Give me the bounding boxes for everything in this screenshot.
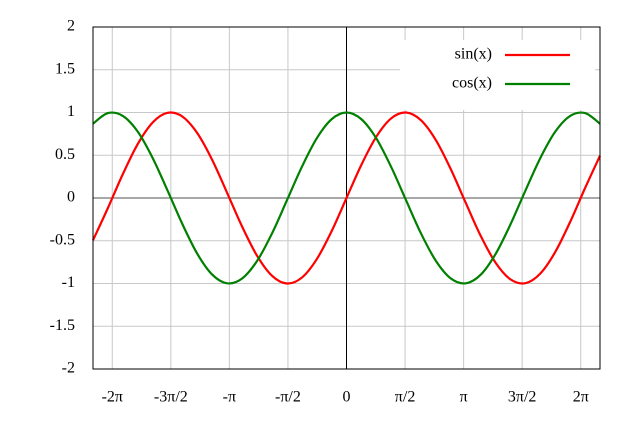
x-tick-label: 0 <box>343 389 351 406</box>
y-tick-label: 1.5 <box>55 60 75 77</box>
y-tick-label: 1 <box>67 103 75 120</box>
x-tick-label: -2π <box>102 389 123 406</box>
y-tick-label: -1 <box>62 274 75 291</box>
y-tick-label: -0.5 <box>50 231 75 248</box>
line-series <box>92 111 601 285</box>
y-tick-label: -2 <box>62 360 75 377</box>
x-tick-label: π <box>460 389 468 406</box>
x-tick-label: -π <box>223 389 236 406</box>
x-tick-label: π/2 <box>395 389 416 406</box>
legend-label: cos(x) <box>452 75 492 92</box>
line-series <box>92 111 601 285</box>
y-tick-label: 0.5 <box>55 146 75 163</box>
plot-area <box>92 40 601 285</box>
x-tick-label: -π/2 <box>275 389 301 406</box>
y-tick-label: -1.5 <box>50 317 75 334</box>
legend-box <box>400 40 595 110</box>
x-tick-label: 2π <box>573 389 589 406</box>
labels: -2 -1.5 -1 -0.5 0 0.5 1 1.5 2 -2π -3π/2 -π -π/2 0 π/2 π… <box>50 18 589 406</box>
y-tick-label: 0 <box>67 189 75 206</box>
x-tick-label: -3π/2 <box>154 389 188 406</box>
plot-border <box>92 26 601 370</box>
y-tick-label: 2 <box>67 18 75 35</box>
legend-label: sin(x) <box>455 46 492 63</box>
x-tick-label: 3π/2 <box>508 389 537 406</box>
